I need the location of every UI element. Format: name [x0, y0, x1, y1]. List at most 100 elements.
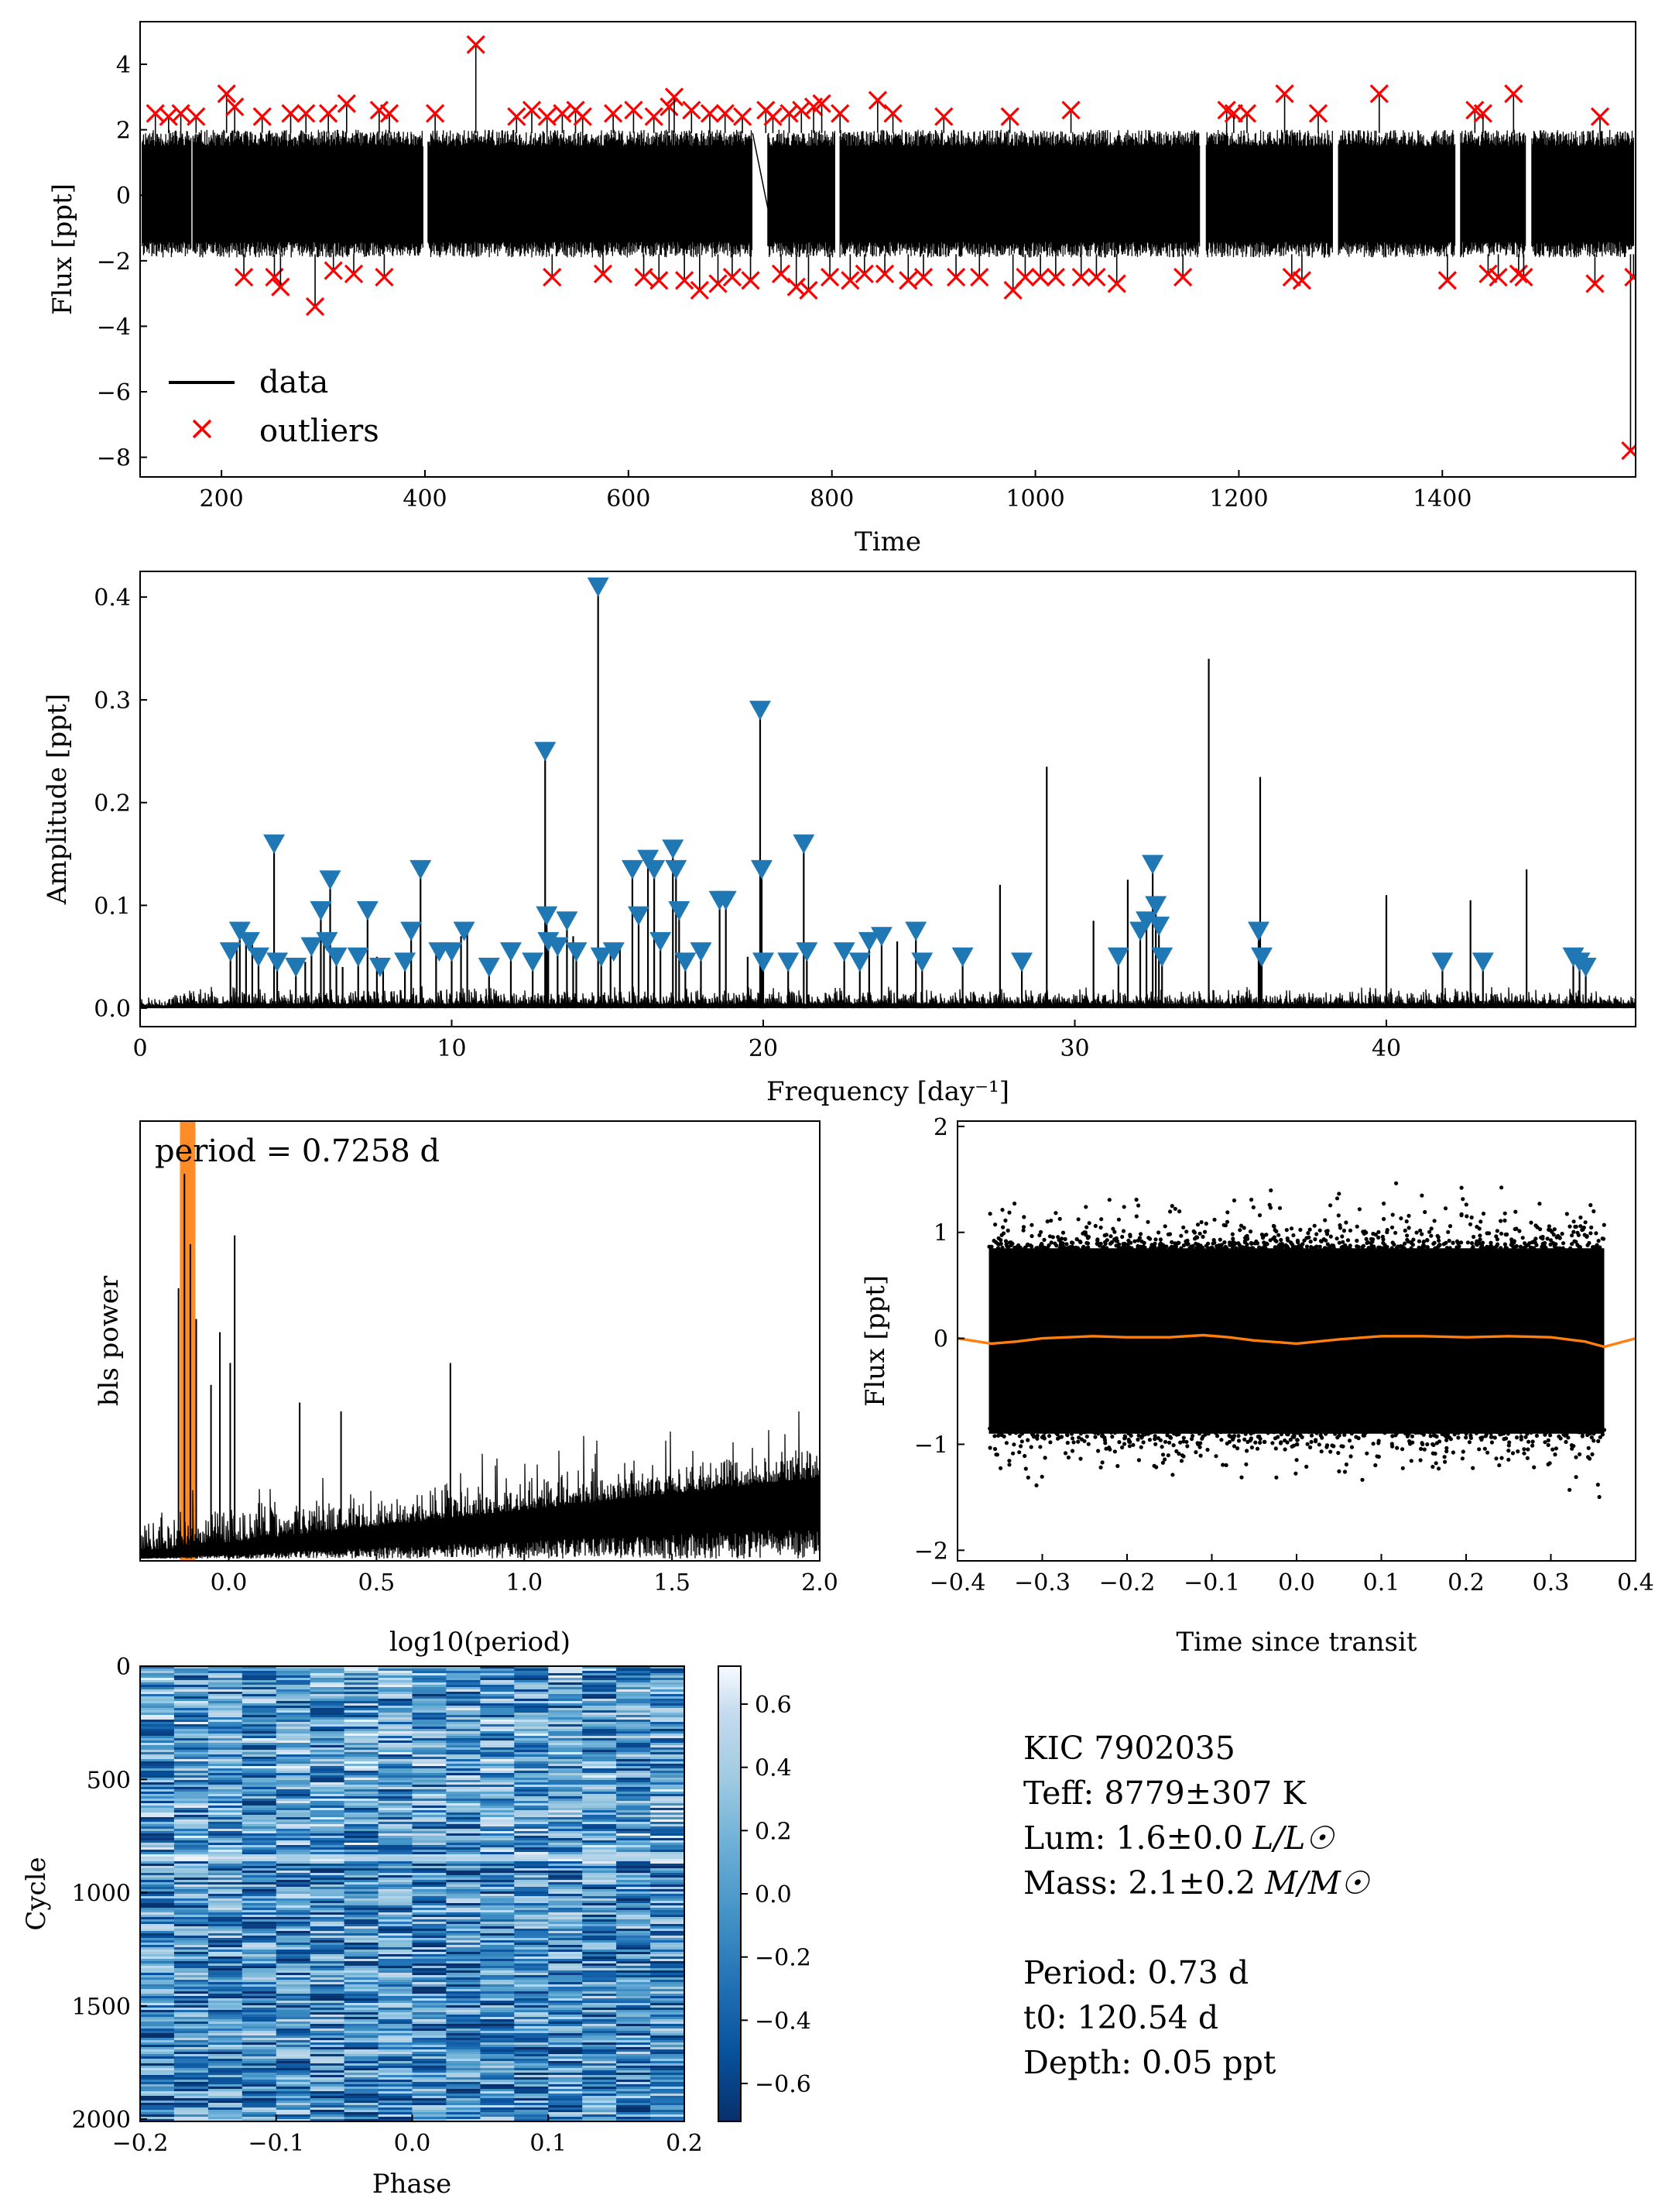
folded-point: [1341, 1240, 1345, 1244]
river-cell: [412, 1954, 447, 1957]
river-cell: [344, 2066, 379, 2069]
river-cell: [480, 1666, 515, 1669]
folded-point: [1568, 1487, 1572, 1492]
river-cell: [480, 2096, 515, 2099]
river-cell: [412, 1710, 447, 1713]
river-cell: [344, 1806, 379, 1809]
river-cell: [207, 1785, 243, 1788]
river-cell: [276, 1692, 311, 1695]
folded-point: [1583, 1220, 1588, 1225]
river-cell: [548, 1901, 583, 1904]
river-cell: [173, 2096, 209, 2099]
folded-point: [1475, 1239, 1479, 1243]
folded-point: [1153, 1237, 1158, 1242]
folded-point: [1481, 1211, 1486, 1216]
river-cell: [582, 1889, 617, 1892]
folded-point: [1035, 1433, 1040, 1438]
river-cell: [548, 1984, 583, 1987]
folded-point: [1167, 1440, 1172, 1445]
river-cell: [140, 2098, 175, 2101]
river-cell: [207, 1696, 243, 1699]
river-cell: [310, 2070, 345, 2073]
river-cell: [582, 1994, 617, 1997]
folded-point: [1212, 1217, 1217, 1222]
river-cell: [412, 1766, 447, 1769]
river-cell: [446, 1936, 481, 1939]
river-cell: [344, 1799, 379, 1802]
river-cell: [412, 1792, 447, 1795]
river-cell: [140, 1720, 175, 1723]
outlier-marker: [1437, 271, 1457, 290]
river-cell: [140, 1808, 175, 1811]
river-cell: [446, 1666, 481, 1669]
river-cell: [446, 1826, 481, 1830]
river-cell: [242, 1710, 277, 1713]
river-cell: [242, 1889, 277, 1892]
river-cell: [650, 2084, 684, 2087]
river-cell: [140, 1996, 175, 1999]
river-cell: [276, 2031, 311, 2034]
folded-point: [1096, 1449, 1101, 1453]
folded-point: [1311, 1428, 1315, 1432]
river-cell: [446, 1889, 481, 1892]
folded-point: [1489, 1243, 1493, 1248]
river-cell: [344, 1915, 379, 1918]
river-cell: [616, 1713, 651, 1716]
river-cell: [582, 1929, 617, 1932]
river-cell: [582, 1915, 617, 1918]
river-cell: [480, 1766, 515, 1769]
river-cell: [582, 1840, 617, 1843]
river-cell: [446, 1680, 481, 1683]
river-cell: [207, 2017, 243, 2020]
river-cell: [412, 1959, 447, 1962]
river-cell: [616, 2031, 651, 2034]
frequency-marker: [911, 952, 934, 972]
river-cell: [650, 1799, 684, 1802]
river-cell: [378, 1991, 413, 1994]
folded-point: [1348, 1427, 1354, 1432]
river-cell: [548, 2068, 583, 2071]
folded-point: [1074, 1236, 1079, 1242]
river-cell: [140, 2089, 175, 2092]
river-cell: [616, 1931, 651, 1934]
river-cell: [548, 2061, 583, 2064]
folded-point: [1167, 1427, 1172, 1432]
river-cell: [242, 1689, 277, 1692]
river-cell: [480, 2045, 515, 2048]
river-cell: [616, 2084, 651, 2087]
river-cell: [548, 2082, 583, 2085]
river-cell: [514, 1808, 549, 1811]
river-cell: [378, 1871, 413, 1874]
river-cell: [616, 1761, 651, 1764]
legend-data-label: data: [259, 365, 328, 400]
outlier-marker: [913, 267, 934, 287]
river-cell: [480, 1838, 515, 1841]
river-cell: [344, 1889, 379, 1892]
river-cell: [242, 1731, 277, 1734]
river-cell: [514, 1896, 549, 1899]
river-cell: [548, 2094, 583, 2097]
folded-point: [1012, 1201, 1017, 1206]
river-cell: [344, 1699, 379, 1702]
amplitude-spectrum-frame: [139, 571, 1636, 1027]
folded-transit-xlabel: Time since transit: [1177, 1627, 1417, 1658]
frequency-marker: [665, 859, 687, 880]
river-cell: [173, 1801, 209, 1804]
river-cell: [310, 1673, 345, 1676]
folded-point: [995, 1246, 1000, 1250]
outlier-marker: [644, 107, 663, 126]
river-cell: [582, 1998, 617, 2001]
river-cell: [412, 1819, 447, 1823]
river-cell: [514, 1908, 549, 1911]
frequency-marker: [796, 942, 818, 962]
river-cell: [276, 1673, 311, 1676]
river-cell: [650, 1917, 684, 1920]
folded-point: [1404, 1430, 1409, 1435]
folded-point: [1324, 1432, 1328, 1436]
river-cell: [616, 1747, 651, 1751]
river-cell: [480, 1801, 515, 1804]
folded-point: [1319, 1239, 1324, 1243]
river-cell: [412, 1740, 447, 1744]
folded-point: [1155, 1426, 1160, 1432]
river-cell: [242, 1757, 277, 1760]
